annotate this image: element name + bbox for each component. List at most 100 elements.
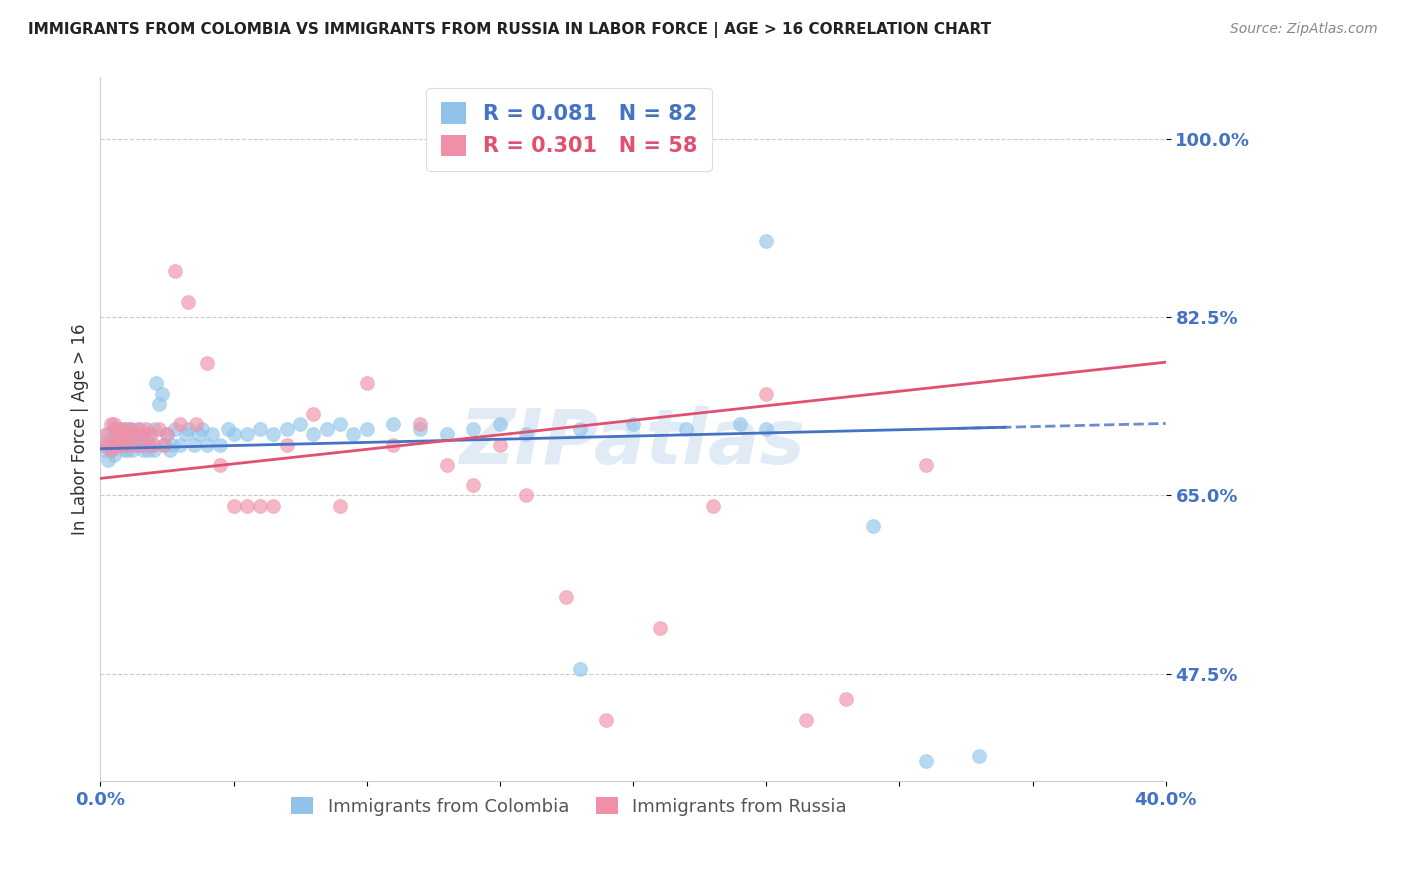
Point [835, 692, 858, 706]
Point [97, 427, 120, 442]
Point [148, 397, 170, 411]
Point [915, 754, 938, 768]
Point [100, 433, 122, 447]
Point [132, 427, 155, 442]
Point [148, 422, 170, 436]
Point [103, 417, 125, 431]
Point [195, 437, 218, 451]
Point [463, 478, 485, 492]
Point [145, 376, 167, 391]
Point [135, 437, 157, 451]
Point [115, 442, 138, 457]
Point [121, 437, 143, 451]
Point [209, 437, 232, 451]
Point [515, 427, 537, 442]
Point [124, 427, 146, 442]
Text: IMMIGRANTS FROM COLOMBIA VS IMMIGRANTS FROM RUSSIA IN LABOR FORCE | AGE > 16 COR: IMMIGRANTS FROM COLOMBIA VS IMMIGRANTS F… [28, 22, 991, 38]
Text: ZIPatlas: ZIPatlas [460, 406, 806, 480]
Point [382, 417, 405, 431]
Point [515, 488, 537, 502]
Point [132, 427, 155, 442]
Point [262, 499, 284, 513]
Point [97, 452, 120, 467]
Point [124, 437, 146, 451]
Point [177, 294, 200, 309]
Point [118, 422, 141, 436]
Text: Source: ZipAtlas.com: Source: ZipAtlas.com [1230, 22, 1378, 37]
Point [755, 422, 778, 436]
Point [302, 407, 325, 421]
Point [103, 422, 125, 436]
Point [115, 427, 138, 442]
Point [136, 437, 159, 451]
Point [132, 442, 155, 457]
Point [555, 591, 578, 605]
Point [153, 437, 176, 451]
Point [91, 437, 114, 451]
Point [127, 422, 149, 436]
Point [222, 427, 245, 442]
Point [111, 437, 134, 451]
Point [675, 422, 697, 436]
Point [129, 422, 152, 436]
Point [249, 422, 271, 436]
Point [222, 499, 245, 513]
Point [103, 448, 125, 462]
Point [136, 427, 159, 442]
Point [436, 427, 458, 442]
Point [129, 437, 152, 451]
Point [409, 417, 432, 431]
Point [276, 437, 298, 451]
Point [118, 427, 141, 442]
Point [97, 437, 120, 451]
Point [315, 422, 337, 436]
Point [162, 437, 184, 451]
Point [108, 427, 131, 442]
Point [190, 422, 212, 436]
Point [794, 713, 817, 727]
Point [112, 422, 135, 436]
Point [108, 422, 131, 436]
Point [595, 713, 617, 727]
Point [568, 662, 591, 676]
Point [153, 437, 176, 451]
Point [105, 427, 128, 442]
Point [356, 376, 378, 391]
Point [100, 442, 122, 457]
Point [136, 442, 159, 457]
Point [111, 422, 134, 436]
Point [135, 422, 157, 436]
Point [236, 499, 259, 513]
Point [436, 458, 458, 472]
Point [169, 437, 191, 451]
Point [862, 519, 884, 533]
Point [209, 458, 232, 472]
Point [142, 422, 165, 436]
Point [702, 499, 724, 513]
Point [139, 437, 162, 451]
Point [648, 621, 671, 635]
Point [105, 422, 128, 436]
Point [915, 458, 938, 472]
Point [118, 437, 141, 451]
Point [105, 437, 128, 451]
Point [489, 437, 512, 451]
Point [100, 442, 122, 457]
Point [112, 427, 135, 442]
Point [217, 422, 239, 436]
Point [177, 422, 200, 436]
Point [276, 422, 298, 436]
Point [103, 437, 125, 451]
Point [249, 499, 271, 513]
Point [169, 417, 191, 431]
Point [183, 437, 205, 451]
Point [159, 442, 181, 457]
Point [409, 422, 432, 436]
Point [186, 417, 208, 431]
Point [755, 234, 778, 248]
Point [115, 437, 138, 451]
Point [124, 427, 146, 442]
Point [382, 437, 405, 451]
Point [356, 422, 378, 436]
Point [121, 422, 143, 436]
